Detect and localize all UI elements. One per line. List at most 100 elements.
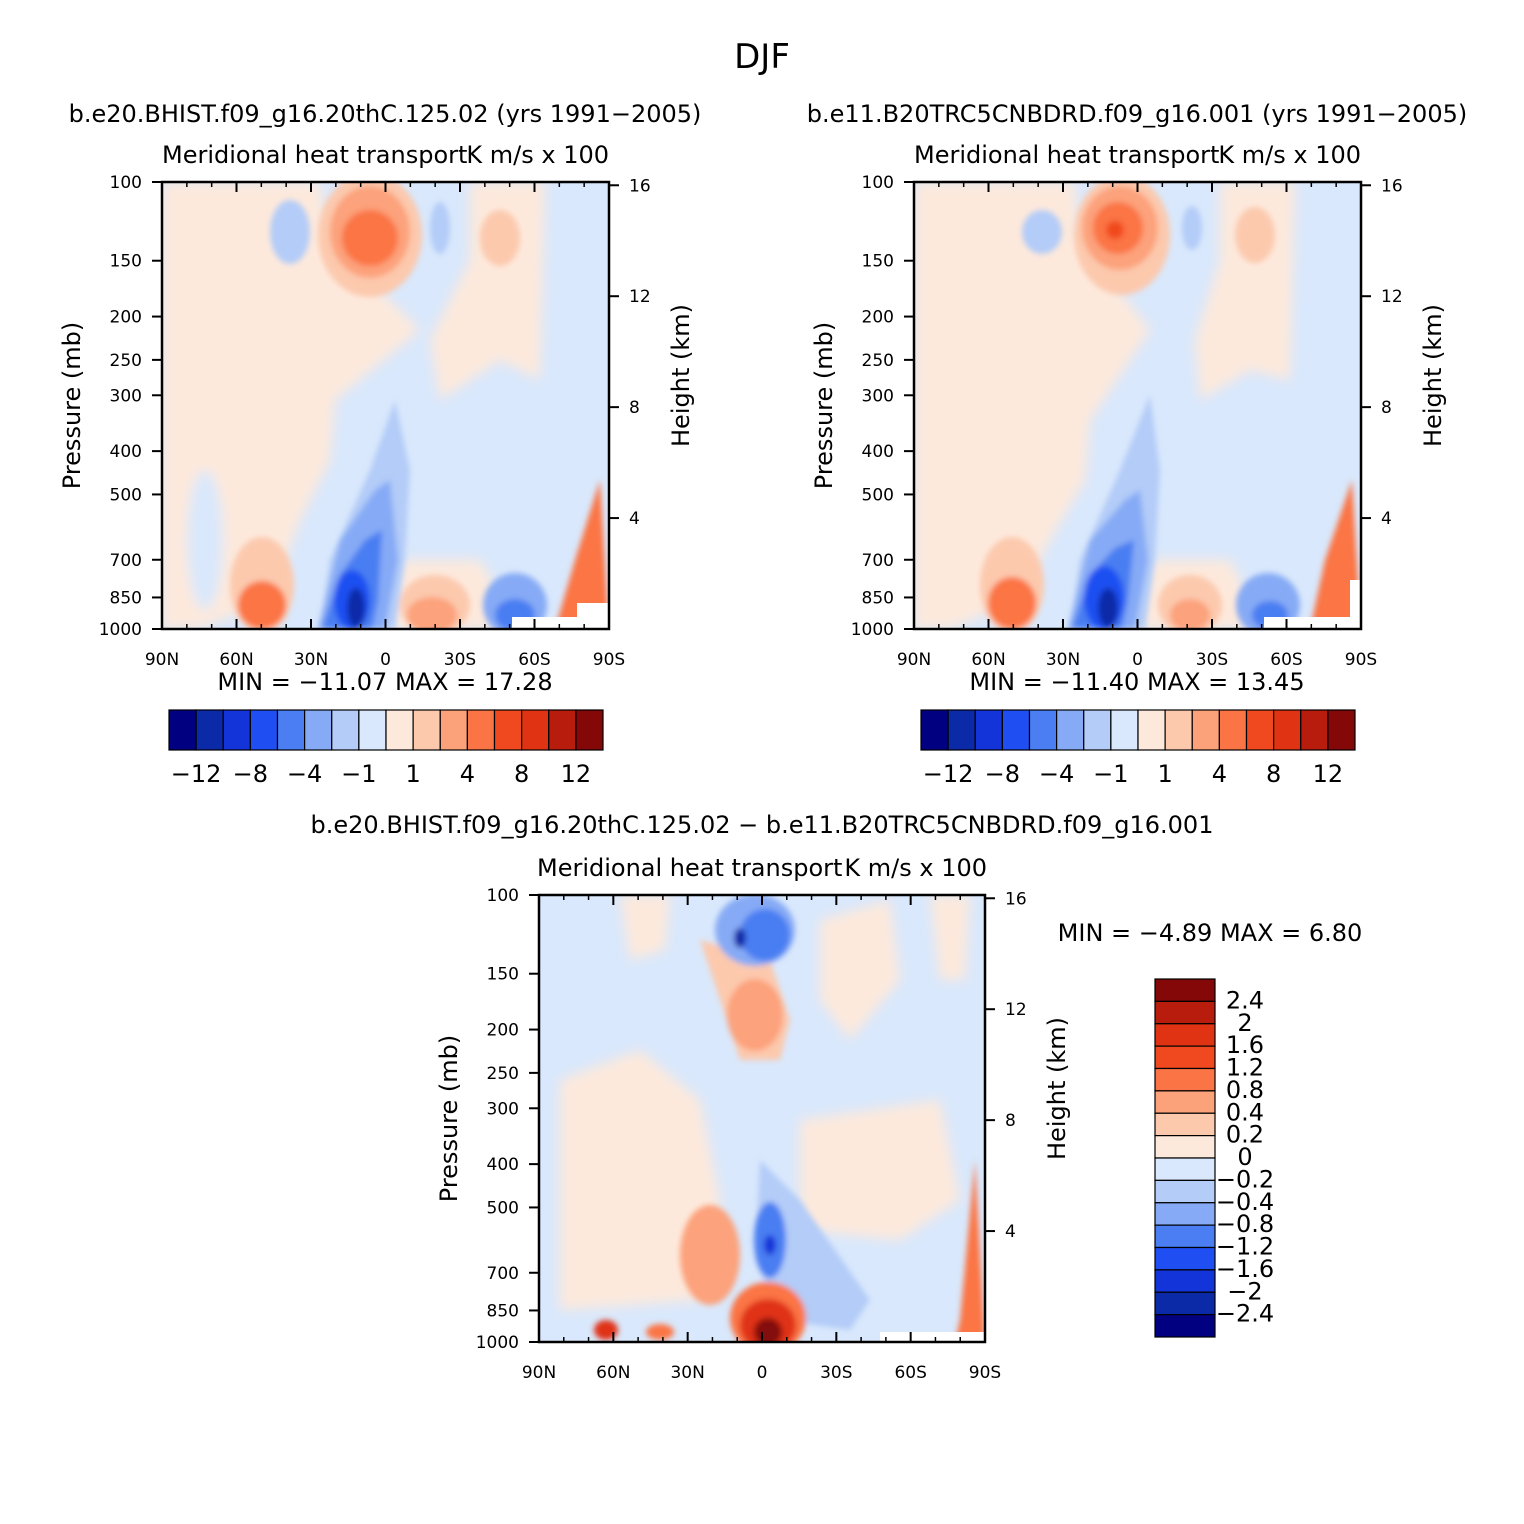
- panel-2-colorbar-box: [1300, 709, 1329, 751]
- panel-1-colorbar-box: [493, 709, 523, 751]
- panel-3-colorbar-label: 0.8: [1226, 1076, 1264, 1104]
- panel-1-x-tick-label: 90N: [145, 650, 179, 670]
- panel-2-x-tick-label: 0: [1132, 650, 1143, 670]
- panel-3-y2-tick-label: 4: [1005, 1222, 1016, 1242]
- panel-1-colorbar-box: [466, 709, 496, 751]
- panel-3-x-tick-label: 90S: [969, 1363, 1001, 1383]
- panel-3-y2-tick-label: 16: [1005, 889, 1027, 909]
- panel-1-colorbar-box: [222, 709, 251, 751]
- panel-1-negative-nh-lower: [187, 470, 223, 610]
- panel-3-right-string: K m/s x 100: [844, 854, 987, 882]
- panel-2-y-tick-label: 1000: [851, 620, 894, 640]
- panel-3-colorbar-box: [1154, 1202, 1216, 1226]
- panel-2-y-tick-label: 400: [862, 442, 894, 462]
- panel-1-x-tick-label: 0: [380, 650, 391, 670]
- panel-1-colorbar-box: [385, 709, 414, 751]
- panel-2-upper-max-core: [1106, 221, 1124, 239]
- panel-2-y2-tick-label: 12: [1381, 287, 1403, 307]
- panel-1-y-tick-label: 100: [110, 173, 142, 193]
- panel-2-y2-tick-label: 8: [1381, 398, 1392, 418]
- panel-1-y-tick-label: 500: [110, 485, 142, 505]
- panel-3-min-max: MIN = −4.89 MAX = 6.80: [1058, 919, 1363, 947]
- panel-1-colorbar-label: −1: [341, 760, 376, 788]
- panel-1-left-string: Meridional heat transport: [162, 141, 467, 169]
- panel-2-colorbar-box: [1083, 709, 1112, 751]
- panel-2-x-tick-label: 60S: [1270, 650, 1302, 670]
- panel-3-colorbar-box: [1154, 1112, 1216, 1137]
- panel-1-colorbar-box: [276, 709, 306, 751]
- panel-1-colorbar-box: [521, 709, 550, 751]
- panel-3-colorbar-box: [1154, 1246, 1216, 1271]
- panel-2-colorbar-box: [974, 709, 1003, 751]
- panel-1-upper-neg-eq: [430, 202, 450, 254]
- panel-2-x-tick-label: 30N: [1046, 650, 1080, 670]
- panel-1-case-title: b.e20.BHIST.f09_g16.20thC.125.02 (yrs 19…: [69, 100, 702, 128]
- panel-2-colorbar-box: [1273, 709, 1302, 751]
- panel-1-colorbar-label: 12: [561, 760, 592, 788]
- panel-3-colorbar-label: −1.2: [1216, 1233, 1274, 1261]
- panel-2-colorbar-label: 8: [1266, 760, 1281, 788]
- panel-3-y-tick-label: 300: [487, 1099, 519, 1119]
- panel-2-min-max: MIN = −11.40 MAX = 13.45: [969, 668, 1304, 696]
- panel-2-y-tick-label: 700: [862, 551, 894, 571]
- panel-2-y-axis-label: Pressure (mb): [810, 322, 838, 489]
- panel-2-y-tick-label: 850: [862, 588, 894, 608]
- panel-3-colorbar-box: [1154, 1045, 1216, 1070]
- panel-3-positive-lower-nh: [560, 1050, 720, 1310]
- panel-3-colorbar-box: [1154, 1023, 1216, 1047]
- panel-1-y-tick-label: 300: [110, 386, 142, 406]
- panel-2-y-tick-label: 250: [862, 351, 894, 371]
- panel-2-missing-data-2: [1350, 580, 1361, 629]
- panel-3-colorbar-label: 1.6: [1226, 1031, 1264, 1059]
- panel-2-field: [914, 182, 1361, 629]
- panel-3-y-tick-label: 1000: [476, 1333, 519, 1353]
- panel-3-x-tick-label: 30S: [820, 1363, 852, 1383]
- panel-1-axes: 90N 60N 30N 0 30S 60S 90S 100 150 200 250 300 400 500…: [58, 173, 695, 670]
- panel-3-y-tick-label: 200: [487, 1021, 519, 1041]
- panel-2-y-tick-label: 150: [862, 252, 894, 272]
- panel-2-upper-neg-nh: [1022, 210, 1062, 254]
- panel-1-y-tick-label: 250: [110, 351, 142, 371]
- panel-3-colorbar-label: −1.6: [1216, 1255, 1274, 1283]
- panel-2-polar-sh-max: [1310, 480, 1361, 629]
- panel-3-y2-tick-label: 12: [1005, 1000, 1027, 1020]
- panel-1-colorbar-box: [358, 709, 387, 751]
- panel-1-upper-max-inner: [342, 210, 398, 266]
- panel-1-colorbar-label: −12: [171, 760, 222, 788]
- panel-2-colorbar-box: [1056, 709, 1085, 751]
- panel-2-colorbar-box: [1245, 709, 1275, 751]
- panel-1-colorbar-box: [548, 709, 577, 751]
- panel-2-upper-pos-sh: [1235, 207, 1275, 263]
- panel-3-y-axis-label: Pressure (mb): [435, 1035, 463, 1202]
- panel-2-case-title: b.e11.B20TRC5CNBDRD.f09_g16.001 (yrs 199…: [807, 100, 1467, 128]
- panel-2-x-tick-label: 90S: [1345, 650, 1377, 670]
- panel-3-y2-axis-label: Height (km): [1043, 1017, 1071, 1160]
- panel-1-y2-tick-label: 4: [629, 509, 640, 529]
- panel-2-colorbar-box: [1110, 709, 1139, 751]
- panel-2-right-string: K m/s x 100: [1218, 141, 1361, 169]
- panel-2-colorbar-label: 12: [1313, 760, 1344, 788]
- panel-1-y-tick-label: 1000: [99, 620, 142, 640]
- panel-1-colorbar-box: [195, 709, 224, 751]
- panel-2-colorbar-box: [1028, 709, 1058, 751]
- panel-1-colorbar-box: [168, 709, 197, 751]
- panel-1-colorbar-box: [249, 709, 279, 751]
- panel-2-surface-min-5: [1098, 588, 1118, 628]
- panel-2-positive-region-nh: [914, 182, 1150, 629]
- panel-2-y-tick-label: 200: [862, 308, 894, 328]
- panel-1-colorbar-box: [575, 709, 604, 751]
- panel-3-colorbar-label: 0.2: [1226, 1121, 1264, 1149]
- panel-1-y2-tick-label: 8: [629, 398, 640, 418]
- panel-3-x-tick-label: 30N: [670, 1363, 704, 1383]
- panel-3-colorbar-box: [1154, 1269, 1216, 1293]
- panel-2-surface-max-sh-2: [1170, 599, 1210, 629]
- panel-3-colorbar-label: −2: [1227, 1277, 1262, 1305]
- panel-3-upper-pos-core: [727, 979, 783, 1051]
- panel-3-colorbar-box: [1154, 978, 1216, 1002]
- panel-3-colorbar-label: 2: [1237, 1009, 1252, 1037]
- panel-1-y-tick-label: 200: [110, 308, 142, 328]
- panel-2-colorbar-box: [1164, 709, 1193, 751]
- panel-1-y-tick-label: 700: [110, 551, 142, 571]
- panel-3-x-tick-label: 0: [757, 1363, 768, 1383]
